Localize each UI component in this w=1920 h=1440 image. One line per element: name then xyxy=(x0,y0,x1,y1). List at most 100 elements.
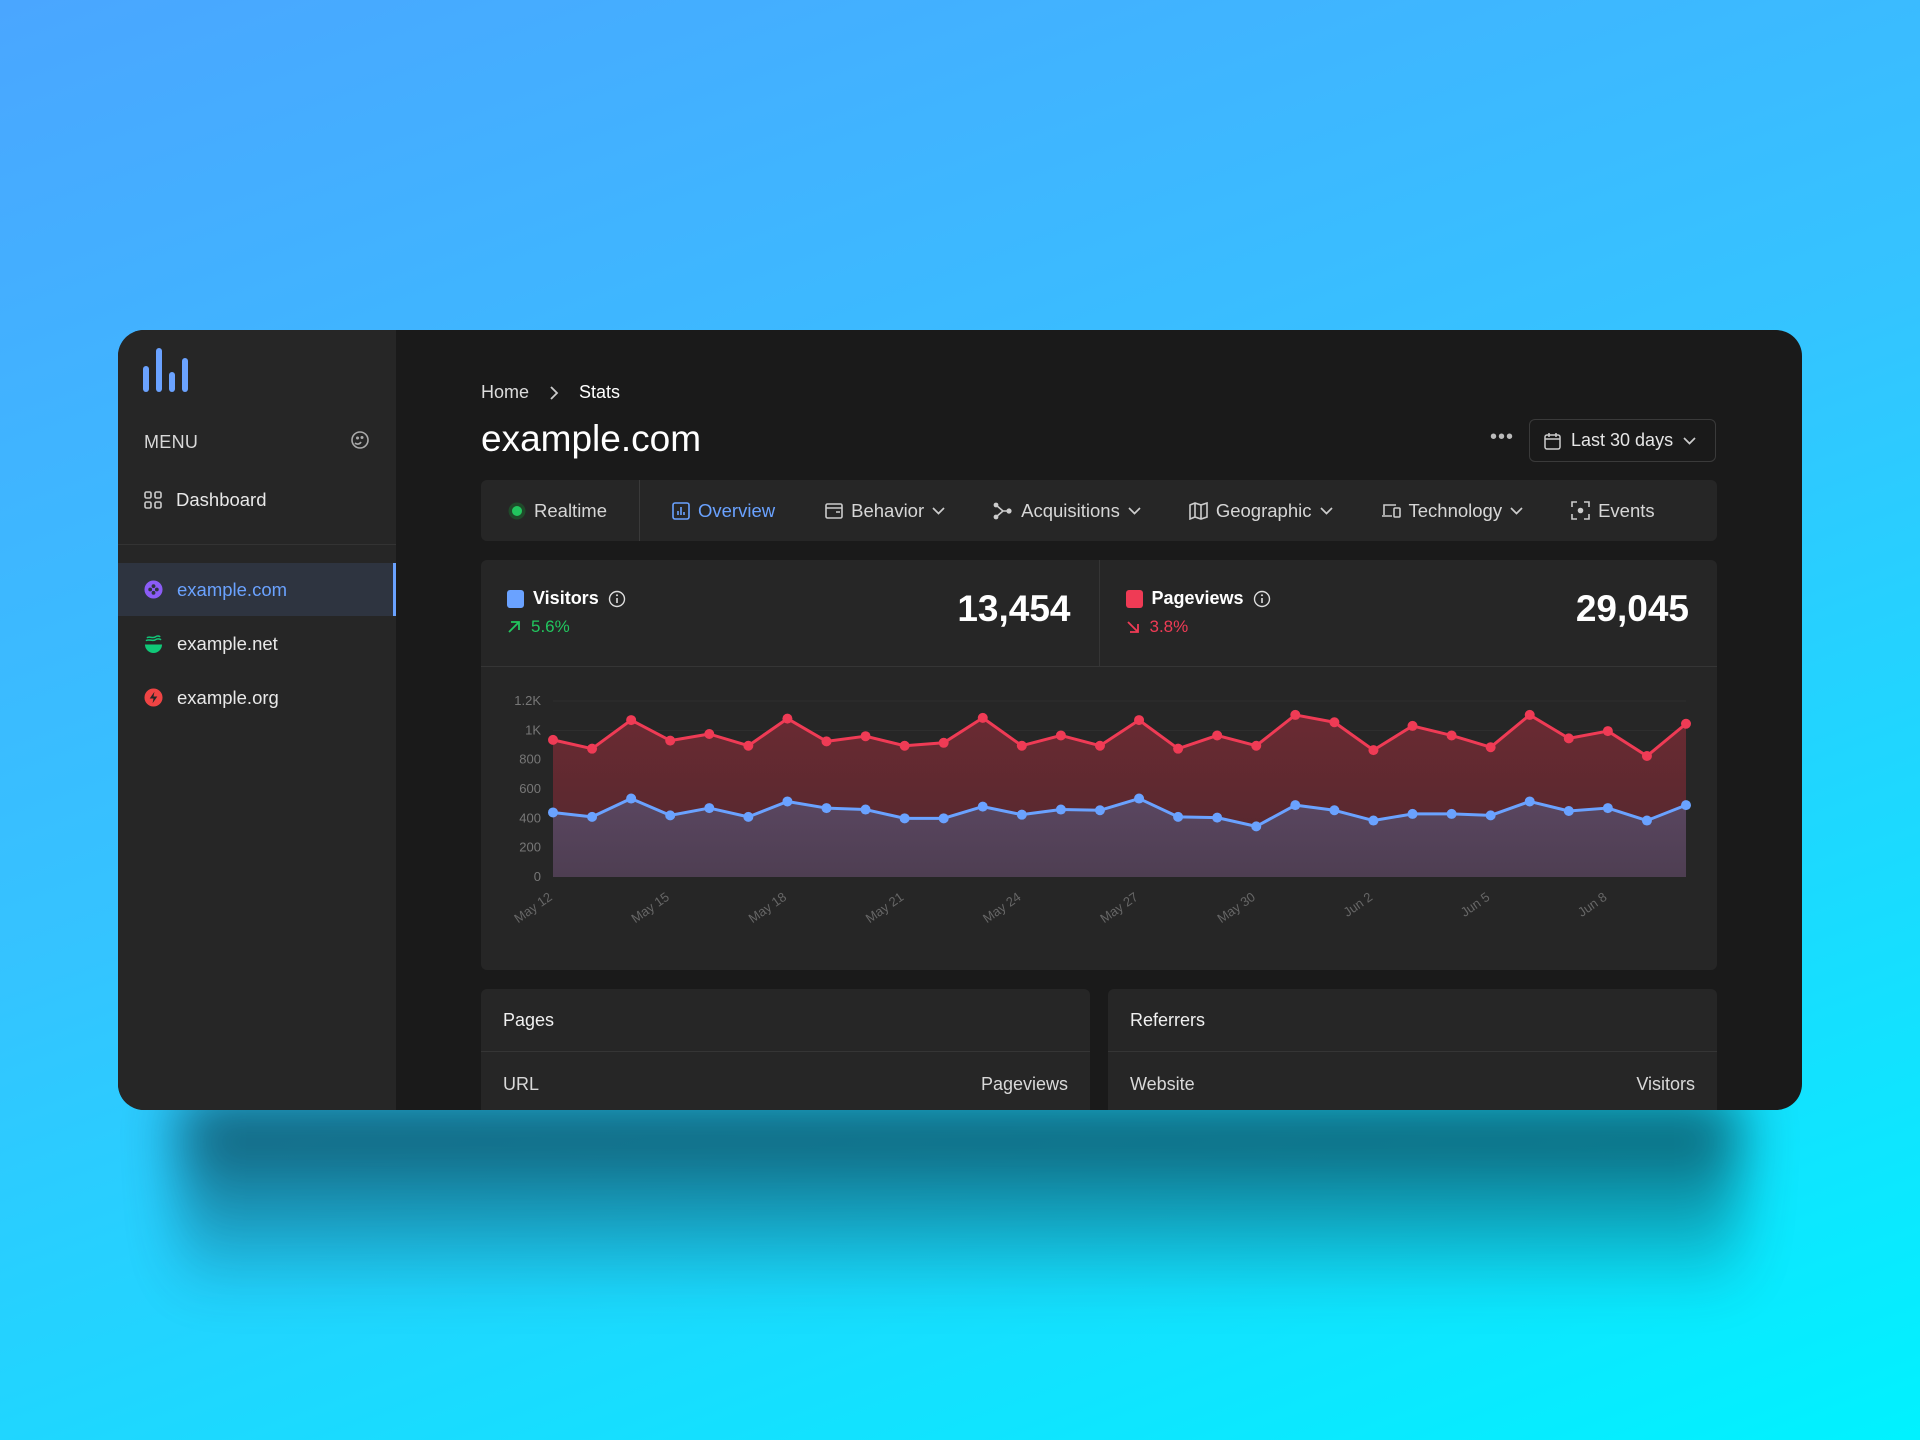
data-point-pageviews xyxy=(1446,730,1457,741)
data-point-pageviews xyxy=(1212,730,1223,741)
data-point-visitors xyxy=(704,803,715,814)
x-tick-label: May 21 xyxy=(863,889,907,926)
date-range-label: Last 30 days xyxy=(1571,430,1674,450)
main-content: Home Stats example.com ••• Last 30 days … xyxy=(396,330,1802,1110)
area-visitors xyxy=(553,798,1686,877)
tab-acquisitions[interactable]: Acquisitions xyxy=(993,480,1141,541)
data-point-pageviews xyxy=(1329,717,1340,728)
purple-dots-icon xyxy=(144,580,163,599)
chevron-right-icon xyxy=(550,385,559,400)
tab-realtime[interactable]: Realtime xyxy=(481,480,640,541)
data-point-pageviews xyxy=(1134,715,1145,726)
sidebar-site-example-org[interactable]: example.org xyxy=(118,671,396,724)
data-point-pageviews xyxy=(1094,740,1105,751)
data-point-pageviews xyxy=(704,729,715,739)
x-tick-label: May 15 xyxy=(628,889,672,926)
tab-label: Acquisitions xyxy=(1021,499,1120,521)
data-point-pageviews xyxy=(1368,745,1379,756)
data-point-visitors xyxy=(1173,811,1184,822)
data-point-pageviews xyxy=(1641,751,1652,761)
y-tick-label: 1.2K xyxy=(514,693,541,708)
data-point-pageviews xyxy=(1407,720,1418,731)
grid-icon xyxy=(144,490,162,509)
breadcrumb-current: Stats xyxy=(579,382,621,402)
live-dot-icon xyxy=(508,502,526,519)
data-point-pageviews xyxy=(1290,709,1301,720)
chevron-down-icon xyxy=(1683,436,1696,445)
data-point-visitors xyxy=(1368,815,1379,826)
map-icon xyxy=(1189,501,1208,520)
info-icon[interactable] xyxy=(608,590,626,608)
x-tick-label: May 24 xyxy=(980,889,1024,926)
chevron-down-icon xyxy=(1128,506,1141,515)
x-tick-label: Jun 8 xyxy=(1575,889,1610,920)
tab-behavior[interactable]: Behavior xyxy=(825,480,945,541)
calendar-icon xyxy=(1544,432,1561,450)
tab-label: Overview xyxy=(698,499,776,521)
traffic-chart: 0 200 400 600 800 1K 1.2K May 12 May 15 May 18 May… xyxy=(511,693,1691,926)
tab-label: Realtime xyxy=(534,499,607,521)
data-point-visitors xyxy=(860,804,871,815)
breadcrumb-home[interactable]: Home xyxy=(481,382,530,402)
theme-palette-icon[interactable] xyxy=(350,430,370,455)
data-point-pageviews xyxy=(548,734,558,745)
green-waves-icon xyxy=(144,635,163,653)
data-point-pageviews xyxy=(743,740,754,751)
column-header-website[interactable]: Website xyxy=(1130,1074,1195,1094)
page-title: example.com xyxy=(481,418,702,459)
column-header-visitors[interactable]: Visitors xyxy=(1636,1074,1695,1094)
data-point-pageviews xyxy=(899,740,910,751)
pageviews-label: Pageviews xyxy=(1151,588,1244,608)
visitors-stat[interactable]: Visitors 5.6% 13,454 xyxy=(481,560,1099,666)
divider xyxy=(118,544,396,545)
data-point-visitors xyxy=(587,811,598,822)
data-point-pageviews xyxy=(782,713,793,724)
pageviews-stat[interactable]: Pageviews 3.8% 29,045 xyxy=(1098,560,1718,666)
more-options-icon[interactable]: ••• xyxy=(1490,426,1515,448)
app-window: MENU Dashboard example.com example.net e… xyxy=(118,330,1802,1110)
x-tick-label: Jun 2 xyxy=(1341,889,1376,920)
data-point-pageviews xyxy=(1681,718,1691,729)
logo-bars-icon xyxy=(143,348,188,392)
sidebar-site-example-com[interactable]: example.com xyxy=(118,563,396,616)
data-point-visitors xyxy=(782,796,793,807)
chevron-down-icon xyxy=(1510,506,1523,515)
chevron-down-icon xyxy=(932,506,945,515)
data-point-pageviews xyxy=(1485,742,1496,753)
data-point-visitors xyxy=(1055,804,1066,815)
data-point-visitors xyxy=(1524,796,1535,807)
arrow-up-right-icon xyxy=(508,621,520,633)
pageviews-value: 29,045 xyxy=(1575,588,1689,629)
red-bolt-icon xyxy=(144,688,163,707)
column-header-url[interactable]: URL xyxy=(503,1074,540,1094)
sidebar-item-label: example.org xyxy=(177,686,279,708)
data-point-pageviews xyxy=(821,736,832,747)
data-point-pageviews xyxy=(665,735,676,746)
date-range-button[interactable]: Last 30 days xyxy=(1529,419,1716,462)
x-tick-label: May 27 xyxy=(1097,889,1141,926)
data-point-pageviews xyxy=(1524,709,1535,720)
data-point-visitors xyxy=(1563,806,1574,816)
data-point-visitors xyxy=(1407,808,1418,819)
data-point-pageviews xyxy=(1016,740,1027,751)
data-point-pageviews xyxy=(860,731,871,742)
tab-overview[interactable]: Overview xyxy=(672,480,775,541)
data-point-pageviews xyxy=(1602,726,1613,737)
tab-geographic[interactable]: Geographic xyxy=(1189,480,1333,541)
data-point-visitors xyxy=(821,803,832,814)
focus-target-icon xyxy=(1571,501,1590,520)
y-tick-label: 600 xyxy=(519,781,541,796)
column-header-pageviews[interactable]: Pageviews xyxy=(980,1074,1068,1094)
breadcrumb: Home Stats xyxy=(481,382,620,403)
tab-events[interactable]: Events xyxy=(1571,480,1655,541)
arrow-down-right-icon xyxy=(1126,621,1139,633)
sidebar-item-label: example.com xyxy=(177,578,288,600)
sidebar-item-dashboard[interactable]: Dashboard xyxy=(118,473,396,526)
tab-technology[interactable]: Technology xyxy=(1381,480,1524,541)
data-point-pageviews xyxy=(1055,730,1066,741)
panel-title: Pages xyxy=(481,989,1090,1052)
sidebar-site-example-net[interactable]: example.net xyxy=(118,617,396,670)
data-point-pageviews xyxy=(938,737,949,748)
info-icon[interactable] xyxy=(1253,590,1271,608)
data-point-pageviews xyxy=(977,712,988,723)
